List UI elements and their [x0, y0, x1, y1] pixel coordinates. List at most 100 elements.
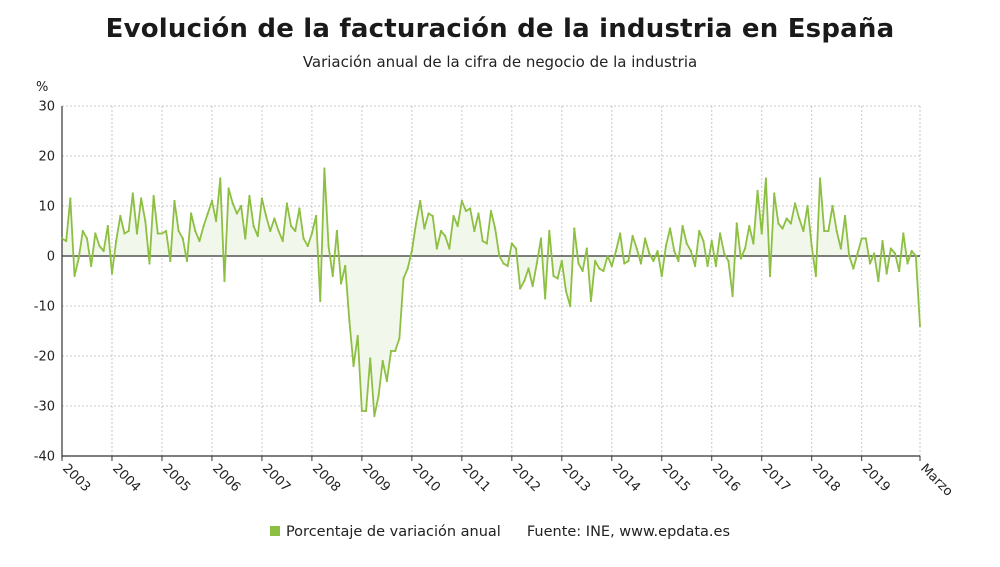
x-tick-label: 2004: [109, 461, 143, 495]
legend-label: Porcentaje de variación anual: [285, 524, 501, 540]
y-tick-label: 10: [38, 200, 55, 215]
data-point: [702, 239, 705, 243]
data-point: [594, 259, 597, 263]
data-point: [764, 177, 767, 180]
data-point: [906, 262, 909, 265]
data-point: [248, 194, 251, 198]
x-tick-label: 2019: [859, 461, 893, 495]
data-point: [673, 249, 676, 253]
data-point: [581, 269, 584, 273]
legend-swatch: [269, 526, 280, 536]
data-point: [548, 229, 551, 233]
data-point: [877, 279, 880, 283]
data-point: [173, 199, 176, 203]
chart-title: Evolución de la facturación de la indust…: [105, 14, 895, 44]
data-point: [698, 229, 701, 233]
data-point: [140, 197, 143, 200]
x-tick-label: 2009: [359, 461, 393, 495]
data-point: [506, 264, 509, 268]
data-point: [814, 274, 817, 278]
data-point: [431, 214, 434, 218]
data-point: [768, 274, 772, 278]
data-point: [394, 349, 397, 353]
data-point: [831, 204, 834, 208]
y-axis-tick-labels: 30 20 10 0 -10 -20 -30 -40: [34, 100, 55, 465]
data-point: [606, 254, 609, 258]
data-point: [843, 214, 847, 218]
data-point: [631, 234, 634, 238]
data-point: [823, 229, 826, 233]
data-point: [60, 237, 64, 240]
data-point: [539, 237, 543, 240]
y-tick-label: -20: [34, 350, 55, 365]
data-point: [598, 267, 601, 270]
data-point: [402, 277, 405, 280]
data-point: [331, 274, 334, 278]
x-tick-label: 2006: [209, 461, 243, 495]
data-point: [327, 244, 330, 248]
x-tick-label: 2018: [809, 461, 843, 495]
data-point: [656, 249, 659, 253]
data-point: [285, 202, 289, 205]
x-tick-label: 2012: [509, 461, 543, 495]
data-point: [556, 277, 559, 280]
data-point: [619, 232, 622, 235]
data-point: [456, 224, 459, 228]
data-point: [902, 232, 905, 235]
data-point: [693, 264, 697, 268]
x-tick-label: 2014: [609, 461, 643, 495]
data-point: [314, 214, 318, 218]
data-point: [810, 244, 813, 248]
data-point: [839, 247, 842, 250]
data-point: [127, 229, 130, 233]
data-point: [148, 262, 151, 265]
data-point: [677, 259, 680, 263]
data-point: [85, 237, 89, 240]
data-point: [473, 229, 476, 233]
data-point: [531, 284, 534, 288]
data-point: [535, 262, 538, 265]
data-point: [464, 209, 468, 213]
chart-axes: [61, 106, 921, 461]
data-point: [527, 267, 530, 270]
chart-subtitle: Variación anual de la cifra de negocio d…: [302, 53, 698, 71]
data-point: [106, 224, 109, 228]
data-point: [652, 259, 655, 263]
data-point: [156, 232, 159, 235]
data-point: [564, 289, 568, 293]
data-point: [444, 234, 447, 238]
data-point: [323, 167, 326, 170]
source-text: Fuente: INE, www.epdata.es: [526, 524, 731, 540]
data-point: [210, 199, 214, 203]
data-point: [289, 224, 293, 228]
data-point: [152, 194, 155, 198]
data-point: [739, 257, 743, 260]
data-point: [723, 252, 726, 255]
data-point: [115, 239, 118, 243]
x-tick-label: 2003: [59, 461, 93, 495]
data-point: [898, 269, 901, 273]
data-point: [748, 224, 751, 228]
data-point: [235, 212, 239, 215]
data-point: [364, 409, 368, 413]
data-point: [198, 239, 201, 243]
data-point: [469, 207, 472, 210]
data-point: [685, 242, 688, 245]
data-point: [165, 229, 168, 233]
data-point: [773, 192, 776, 195]
data-point: [806, 204, 809, 208]
data-point: [731, 294, 734, 298]
data-point: [585, 247, 588, 250]
data-point: [298, 207, 301, 210]
data-point: [573, 227, 576, 230]
data-point: [348, 319, 351, 323]
data-point: [827, 229, 830, 233]
data-point: [73, 274, 76, 278]
data-point: [81, 229, 84, 233]
data-point: [718, 232, 722, 235]
y-tick-label: 20: [38, 150, 55, 165]
data-point: [756, 189, 759, 193]
data-point: [481, 239, 484, 243]
data-point: [356, 334, 359, 338]
data-point: [498, 254, 501, 258]
